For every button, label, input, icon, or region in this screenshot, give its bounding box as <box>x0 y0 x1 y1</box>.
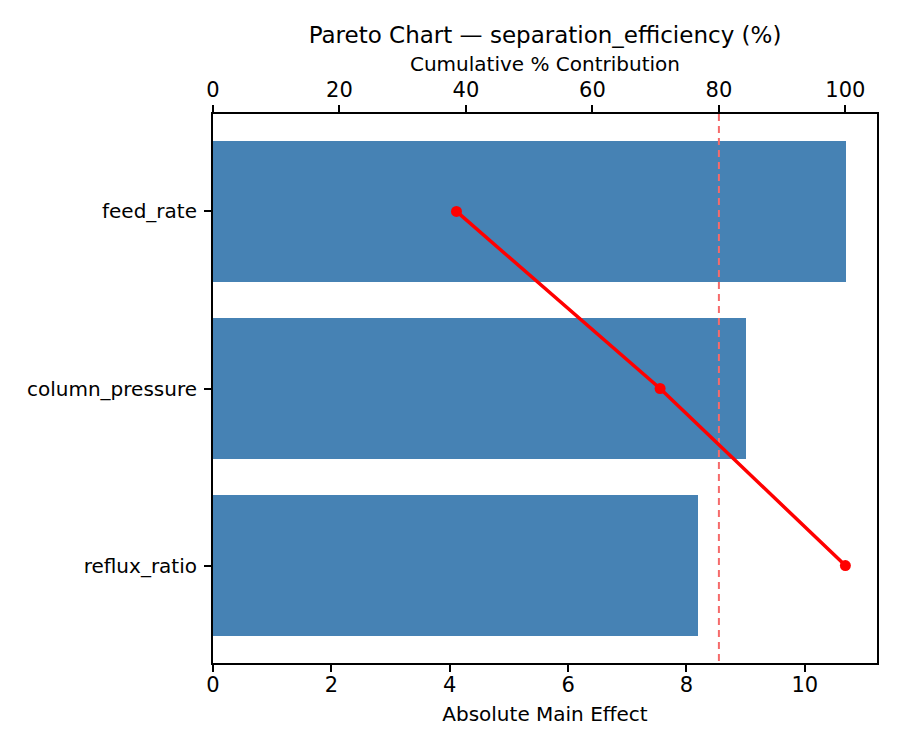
top-tick-label: 40 <box>426 79 506 101</box>
chart-title: Pareto Chart — separation_efficiency (%) <box>213 22 877 48</box>
top-tick <box>718 105 720 112</box>
cumulative-point-feed_rate <box>451 206 462 217</box>
top-axis-label: Cumulative % Contribution <box>213 52 877 76</box>
bottom-tick <box>685 665 687 672</box>
top-tick <box>465 105 467 112</box>
plot-area <box>211 112 879 665</box>
bottom-tick-label: 6 <box>528 674 608 696</box>
top-tick <box>212 105 214 112</box>
bottom-axis-label: Absolute Main Effect <box>213 702 877 726</box>
category-label-reflux_ratio: reflux_ratio <box>0 554 197 578</box>
y-tick <box>204 210 211 212</box>
top-tick <box>591 105 593 112</box>
bottom-tick <box>567 665 569 672</box>
top-tick-label: 100 <box>805 79 885 101</box>
bottom-tick <box>330 665 332 672</box>
y-tick <box>204 388 211 390</box>
cumulative-line-overlay <box>213 114 877 663</box>
bottom-tick-label: 0 <box>173 674 253 696</box>
category-label-column_pressure: column_pressure <box>0 377 197 401</box>
bottom-tick-label: 10 <box>765 674 845 696</box>
bottom-tick <box>449 665 451 672</box>
bottom-tick-label: 8 <box>646 674 726 696</box>
y-tick <box>204 565 211 567</box>
top-tick <box>844 105 846 112</box>
category-label-feed_rate: feed_rate <box>0 199 197 223</box>
pareto-chart-figure: Pareto Chart — separation_efficiency (%)… <box>0 0 900 750</box>
top-tick-label: 0 <box>173 79 253 101</box>
top-tick-label: 20 <box>299 79 379 101</box>
bottom-tick <box>212 665 214 672</box>
top-tick-label: 60 <box>552 79 632 101</box>
bottom-tick-label: 2 <box>291 674 371 696</box>
cumulative-point-column_pressure <box>655 383 666 394</box>
top-tick <box>338 105 340 112</box>
bottom-tick-label: 4 <box>410 674 490 696</box>
top-tick-label: 80 <box>679 79 759 101</box>
bottom-tick <box>804 665 806 672</box>
cumulative-line <box>456 211 845 565</box>
cumulative-point-reflux_ratio <box>840 560 851 571</box>
